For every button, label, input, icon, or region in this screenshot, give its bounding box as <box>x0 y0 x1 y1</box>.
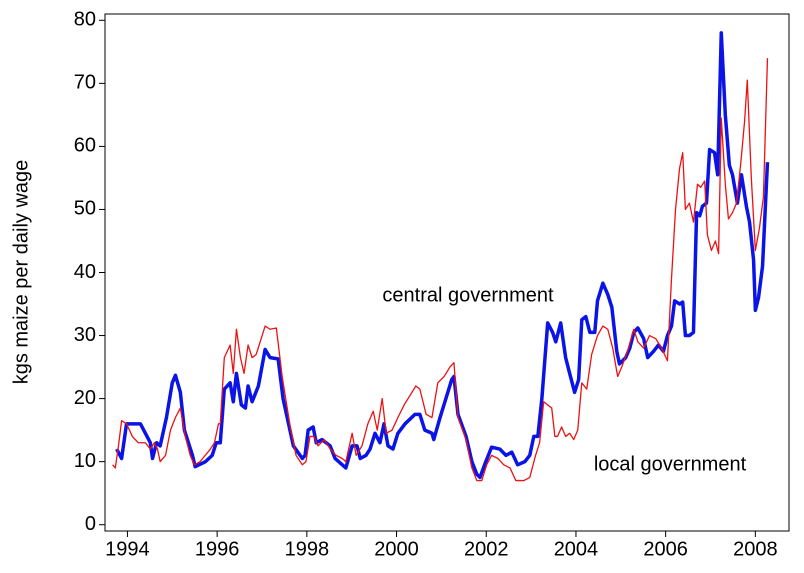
annotation: local government <box>594 453 747 475</box>
y-tick-label: 50 <box>74 198 96 220</box>
x-tick-label: 1994 <box>105 538 150 560</box>
y-tick-label: 40 <box>74 261 96 283</box>
x-tick-label: 1998 <box>285 538 330 560</box>
y-tick-label: 60 <box>74 135 96 157</box>
series-line <box>115 31 770 480</box>
x-tick-label: 2004 <box>554 538 599 560</box>
annotation: central government <box>382 284 554 306</box>
series-line <box>112 58 769 482</box>
x-tick-label: 1996 <box>195 538 240 560</box>
y-tick-label: 20 <box>74 387 96 409</box>
y-tick-label: 70 <box>74 72 96 94</box>
y-axis-label: kgs maize per daily wage <box>10 160 32 385</box>
x-tick-label: 2000 <box>374 538 419 560</box>
x-tick-label: 2008 <box>733 538 778 560</box>
x-tick-label: 2006 <box>643 538 688 560</box>
y-tick-label: 0 <box>85 513 96 535</box>
y-tick-label: 30 <box>74 324 96 346</box>
x-tick-label: 2002 <box>464 538 509 560</box>
y-tick-label: 10 <box>74 450 96 472</box>
y-tick-label: 80 <box>74 9 96 31</box>
